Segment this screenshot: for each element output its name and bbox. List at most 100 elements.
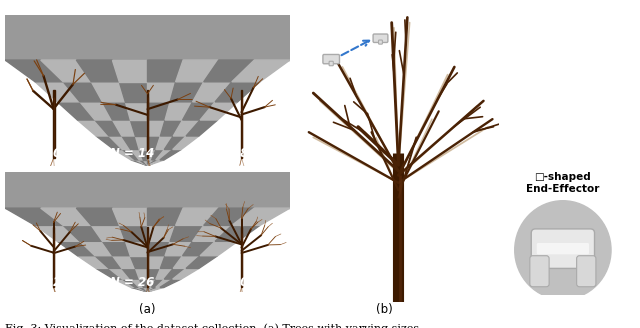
Polygon shape [164, 136, 186, 150]
Polygon shape [156, 279, 173, 287]
Polygon shape [130, 120, 148, 136]
FancyBboxPatch shape [378, 40, 383, 44]
Polygon shape [135, 160, 148, 166]
Polygon shape [182, 241, 215, 256]
Polygon shape [134, 136, 148, 150]
Polygon shape [148, 160, 164, 166]
Polygon shape [77, 256, 109, 268]
Polygon shape [173, 120, 200, 136]
Bar [241, 227, 243, 287]
Polygon shape [148, 136, 161, 150]
Polygon shape [114, 150, 135, 160]
Polygon shape [96, 136, 122, 150]
Polygon shape [143, 160, 148, 166]
Polygon shape [148, 287, 156, 292]
Polygon shape [186, 256, 218, 268]
Polygon shape [5, 60, 63, 82]
Polygon shape [95, 256, 122, 268]
Text: N = 30: N = 30 [205, 276, 249, 289]
FancyBboxPatch shape [531, 229, 595, 268]
Circle shape [515, 201, 611, 299]
Polygon shape [122, 136, 139, 150]
Polygon shape [161, 120, 182, 136]
Text: N = 14: N = 14 [111, 147, 155, 160]
Bar [241, 90, 243, 158]
Polygon shape [122, 150, 140, 160]
Bar [147, 227, 148, 287]
Polygon shape [63, 225, 102, 241]
Bar [5, 15, 290, 60]
Polygon shape [120, 225, 148, 241]
Polygon shape [165, 102, 193, 120]
Polygon shape [175, 60, 219, 82]
Polygon shape [164, 268, 186, 279]
Text: (a): (a) [139, 303, 156, 317]
Text: Fig. 3: Visualization of the dataset collection. (a) Trees with varying sizes: Fig. 3: Visualization of the dataset col… [5, 323, 419, 328]
Bar [5, 172, 290, 208]
Polygon shape [204, 208, 254, 225]
Polygon shape [148, 287, 164, 292]
Polygon shape [41, 208, 92, 225]
Polygon shape [120, 82, 148, 102]
Polygon shape [77, 120, 109, 136]
Polygon shape [156, 268, 173, 279]
Bar [241, 96, 243, 158]
Polygon shape [148, 287, 152, 292]
Polygon shape [148, 160, 152, 166]
Polygon shape [80, 102, 113, 120]
Polygon shape [148, 287, 160, 292]
Polygon shape [156, 150, 173, 160]
Polygon shape [58, 102, 95, 120]
Polygon shape [114, 279, 135, 287]
Polygon shape [175, 208, 219, 225]
Polygon shape [173, 268, 199, 279]
Polygon shape [232, 60, 290, 82]
Polygon shape [102, 102, 130, 120]
Text: (b): (b) [376, 303, 392, 317]
Polygon shape [131, 279, 143, 287]
Polygon shape [113, 256, 134, 268]
Polygon shape [156, 136, 173, 150]
Polygon shape [200, 102, 237, 120]
Polygon shape [95, 120, 122, 136]
Polygon shape [148, 82, 175, 102]
Polygon shape [92, 82, 125, 102]
Polygon shape [139, 279, 148, 287]
Polygon shape [113, 120, 134, 136]
Polygon shape [131, 160, 148, 166]
Bar [241, 233, 242, 287]
Polygon shape [152, 279, 164, 287]
Polygon shape [200, 241, 237, 256]
Polygon shape [5, 208, 63, 225]
Polygon shape [160, 279, 181, 287]
Polygon shape [215, 82, 260, 102]
Polygon shape [148, 120, 165, 136]
Polygon shape [131, 150, 143, 160]
Polygon shape [173, 136, 199, 150]
Polygon shape [139, 150, 148, 160]
Polygon shape [148, 160, 160, 166]
Polygon shape [112, 60, 148, 82]
Text: N = 22: N = 22 [17, 276, 61, 289]
Polygon shape [193, 82, 232, 102]
Polygon shape [125, 102, 148, 120]
Polygon shape [125, 241, 148, 256]
Polygon shape [170, 225, 204, 241]
Polygon shape [148, 256, 165, 268]
Polygon shape [148, 102, 170, 120]
Polygon shape [134, 268, 148, 279]
FancyBboxPatch shape [323, 54, 339, 64]
FancyBboxPatch shape [537, 243, 589, 254]
Polygon shape [148, 60, 183, 82]
Polygon shape [96, 268, 122, 279]
Polygon shape [122, 279, 140, 287]
Polygon shape [140, 160, 148, 166]
Polygon shape [102, 241, 130, 256]
Polygon shape [143, 287, 148, 292]
Polygon shape [130, 256, 148, 268]
Polygon shape [148, 150, 156, 160]
FancyBboxPatch shape [329, 61, 333, 66]
Polygon shape [76, 208, 120, 225]
Polygon shape [80, 241, 113, 256]
Bar [147, 90, 148, 158]
